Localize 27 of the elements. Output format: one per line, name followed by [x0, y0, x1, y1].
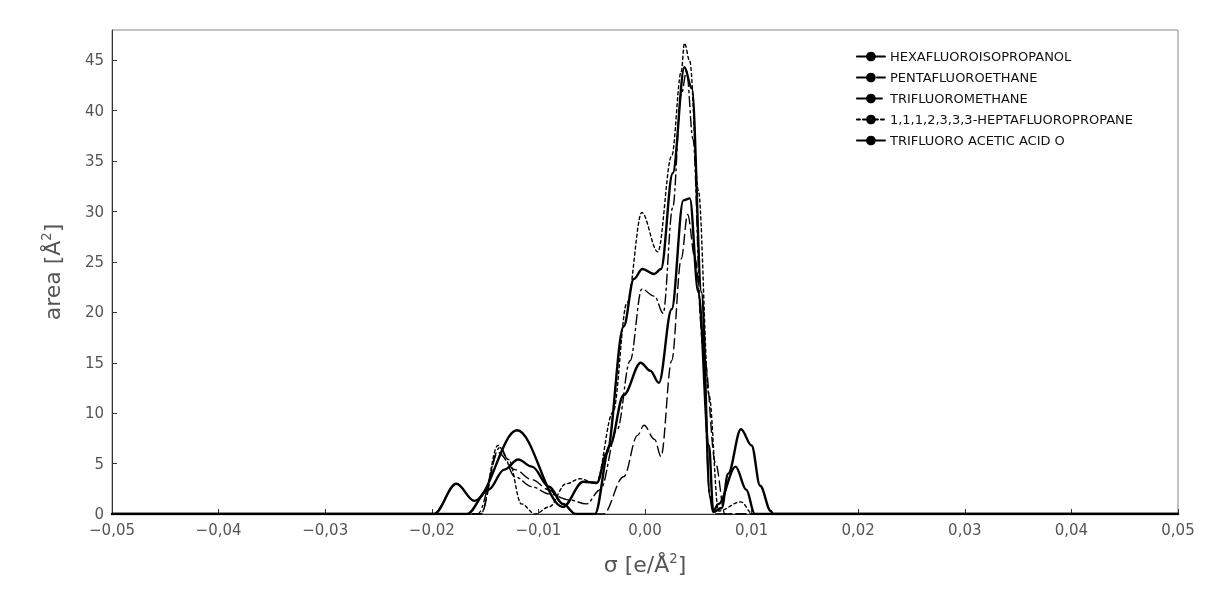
y-tick-label: 30: [84, 202, 104, 221]
y-tick-label: 20: [84, 303, 104, 322]
legend-label: HEXAFLUOROISOPROPANOL: [889, 49, 1073, 64]
x-tick-label: 0,00: [628, 520, 662, 539]
x-tick-label: −0,04: [195, 520, 242, 539]
x-tick-label: −0,01: [515, 520, 562, 539]
y-axis-title: area [Å2]: [38, 223, 65, 321]
x-tick-label: 0,03: [948, 520, 982, 539]
y-tick-label: 10: [84, 404, 104, 423]
x-tick-label: −0,05: [89, 520, 135, 539]
y-tick-label: 40: [84, 101, 104, 120]
legend-label: PENTAFLUOROETHANE: [889, 70, 1038, 85]
y-tick-label: 0: [94, 505, 104, 523]
legend-label: 1,1,1,2,3,3,3-HEPTAFLUOROPROPANE: [889, 112, 1134, 127]
y-tick-label: 15: [84, 353, 104, 372]
y-tick-label: 5: [94, 454, 104, 473]
x-tick-label: 0,02: [841, 520, 875, 539]
x-tick-label: 0,05: [1161, 520, 1195, 539]
y-tick-label: 25: [84, 252, 104, 271]
x-tick-label: −0,02: [408, 520, 455, 539]
x-tick-label: 0,01: [734, 520, 769, 539]
y-tick-label: 45: [84, 51, 104, 70]
legend-label: TRIFLUORO ACETIC ACID O: [888, 133, 1065, 148]
x-tick-label: −0,03: [302, 520, 349, 539]
x-tick-label: 0,04: [1054, 520, 1089, 539]
legend-label: TRIFLUOROMETHANE: [888, 91, 1028, 106]
y-tick-label: 35: [84, 152, 104, 171]
